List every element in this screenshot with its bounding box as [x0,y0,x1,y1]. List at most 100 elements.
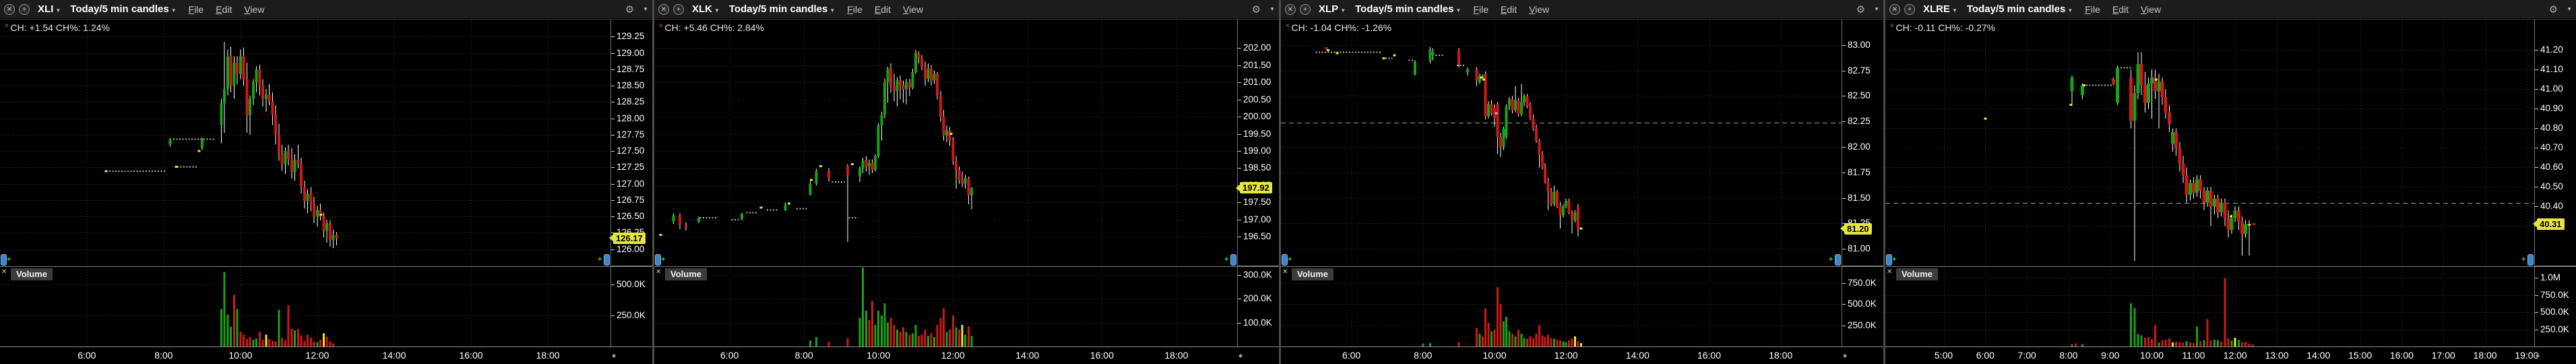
scale-handle-left-icon[interactable] [1886,254,1896,266]
gear-icon[interactable]: ⚙ [2548,3,2558,16]
price-axis-label: 199.50 [1243,128,1271,139]
close-panel-icon[interactable]: ✕ [1889,3,1900,15]
axis-tick [1842,45,1846,46]
collapse-panel-icon[interactable]: ▼ [2567,6,2572,12]
collapse-panel-icon[interactable]: ▼ [1874,6,1879,12]
time-axis-label: 19:00 [2515,350,2539,361]
add-panel-icon[interactable]: + [1300,3,1311,15]
volume-pane[interactable]: ✕ Volume [0,267,610,346]
menu-view[interactable]: View [244,3,265,15]
menu-file[interactable]: File [2085,3,2100,15]
candle [2167,113,2171,125]
price-axis-label: 40.70 [2540,142,2563,153]
time-axis-label: 10:00 [867,350,891,361]
volume-axis[interactable]: 1.0M 750.0K 500.0K 250.0K [2534,267,2576,346]
ticker-menu[interactable]: XLI ▼ [38,3,61,15]
close-panel-icon[interactable]: ✕ [658,3,669,15]
close-indicator-icon[interactable]: ✕ [1285,22,1290,29]
menu-edit[interactable]: Edit [874,3,891,15]
time-axis-scroll-icon[interactable]: ◆ [1238,353,1243,359]
scale-handle-right-icon[interactable] [1224,254,1236,266]
scale-handle-right-icon[interactable] [598,254,610,266]
gear-icon[interactable]: ⚙ [1856,3,1866,16]
volume-axis[interactable]: 750.0K 500.0K 250.0K [1842,267,1883,346]
close-indicator-icon[interactable]: ✕ [1889,22,1895,29]
volume-axis[interactable]: 300.0K 200.0K 100.0K [1237,267,1279,346]
volume-bar [2133,308,2136,346]
volume-bar [2203,340,2205,346]
add-panel-icon[interactable]: + [673,3,684,15]
price-axis[interactable]: 202.00 201.50 201.00 200.50 200.00 199.50 199.… [1236,19,1279,266]
add-panel-icon[interactable]: + [19,3,30,15]
time-axis-scroll-icon[interactable]: ◆ [612,353,617,359]
time-axis[interactable]: 6:00 8:00 10:00 12:00 14:00 16:00 18:00 [1281,347,1842,364]
pane-splitter[interactable] [0,266,652,267]
menu-view[interactable]: View [903,3,924,15]
pane-splitter[interactable] [1281,266,1883,267]
candle [1499,136,1502,148]
ticker-menu[interactable]: XLK ▼ [692,3,720,15]
ticker-menu[interactable]: XLP ▼ [1319,3,1346,15]
volume-pane-label: Volume [11,268,53,280]
collapse-panel-icon[interactable]: ▼ [643,6,648,12]
candle [933,73,936,81]
menu-view[interactable]: View [2141,3,2162,15]
gear-icon[interactable]: ⚙ [1251,3,1261,16]
menu-edit[interactable]: Edit [216,3,232,15]
price-chart-row: ✕CH: -0.11 CH%: -0.27% 41.20 41.10 41.00 40.… [1885,19,2576,266]
pane-splitter[interactable] [1885,266,2576,267]
menu-edit[interactable]: Edit [1501,3,1517,15]
close-indicator-icon[interactable]: ✕ [658,22,664,29]
menu-file[interactable]: File [847,3,862,15]
price-chart[interactable]: ✕ CH: +1.54 CH%: 1.24% [0,19,610,266]
price-axis[interactable]: 129.25 129.00 128.75 128.50 128.25 128.00 127.… [609,19,652,266]
scale-handle-left-icon[interactable] [1282,254,1292,266]
volume-bar [226,314,229,346]
axis-tick [611,284,615,285]
scale-handle-left-icon[interactable] [655,254,665,266]
price-axis-label: 40.50 [2540,181,2563,192]
time-axis[interactable]: 6:00 8:00 10:00 12:00 14:00 16:00 18:00 [0,347,610,364]
menu-view[interactable]: View [1529,3,1550,15]
ticker-menu[interactable]: XLRE ▼ [1923,3,1957,15]
close-indicator-icon[interactable]: ✕ [4,22,9,29]
trade-dots [1984,78,2256,225]
timeframe-menu[interactable]: Today/5 min candles ▼ [1966,3,2073,15]
volume-axis[interactable]: 500.0K 250.0K [610,267,652,346]
volume-pane[interactable]: ✕ Volume [1281,267,1842,346]
close-volume-icon[interactable]: ✕ [1282,268,1288,276]
axis-tick [2535,312,2538,313]
volume-bar [1508,331,1511,346]
scale-handle-right-icon[interactable] [1829,254,1841,266]
chevron-down-icon: ▼ [1455,7,1462,13]
gear-icon[interactable]: ⚙ [625,3,635,16]
price-axis[interactable]: 41.20 41.10 41.00 40.90 40.80 40.70 40.60 40.50… [2533,19,2576,266]
timeframe-menu[interactable]: Today/5 min candles ▼ [728,3,836,15]
pane-splitter[interactable] [654,266,1279,267]
menu-file[interactable]: File [1473,3,1489,15]
price-chart[interactable]: ✕ CH: -0.11 CH%: -0.27% [1885,19,2534,266]
close-volume-icon[interactable]: ✕ [1887,268,1893,276]
collapse-panel-icon[interactable]: ▼ [1269,6,1275,12]
time-axis-scroll-icon[interactable]: ◆ [1843,353,1848,359]
scale-handle-left-icon[interactable] [1,254,11,266]
menu-edit[interactable]: Edit [2112,3,2129,15]
close-panel-icon[interactable]: ✕ [4,3,15,15]
price-chart[interactable]: ✕ CH: -1.04 CH%: -1.26% [1281,19,1842,266]
scale-handle-right-icon[interactable] [2521,254,2534,266]
time-axis[interactable]: 6:00 8:00 10:00 12:00 14:00 16:00 18:00 [654,347,1237,364]
close-panel-icon[interactable]: ✕ [1285,3,1296,15]
timeframe-menu[interactable]: Today/5 min candles ▼ [1355,3,1462,15]
price-axis-label: 40.60 [2540,162,2563,173]
time-axis[interactable]: 5:00 6:00 7:00 8:00 9:00 10:00 11:00 12:00 13:00… [1885,347,2538,364]
menu-file[interactable]: File [188,3,204,15]
close-volume-icon[interactable]: ✕ [1,268,7,276]
price-chart[interactable]: ✕ CH: +5.46 CH%: 2.84% [654,19,1237,266]
volume-pane[interactable]: ✕ Volume [1885,267,2534,346]
time-axis-scroll-icon[interactable]: ◆ [2536,353,2540,359]
add-panel-icon[interactable]: + [1904,3,1915,15]
price-axis[interactable]: 83.0082.7582.5082.2582.0081.7581.5081.25… [1840,19,1883,266]
close-volume-icon[interactable]: ✕ [656,268,662,276]
timeframe-menu[interactable]: Today/5 min candles ▼ [70,3,177,15]
volume-pane[interactable]: ✕ Volume [654,267,1237,346]
